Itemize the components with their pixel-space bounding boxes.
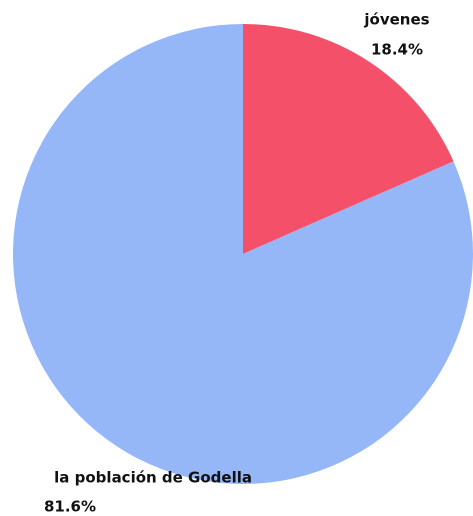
value-label: 18.4% <box>371 41 423 59</box>
slice-label: la población de Godella <box>54 469 252 487</box>
pie-slice <box>12 24 473 484</box>
value-label: 81.6% <box>44 498 96 516</box>
pie-slice <box>243 24 454 254</box>
slice-label: jóvenes <box>363 11 429 29</box>
